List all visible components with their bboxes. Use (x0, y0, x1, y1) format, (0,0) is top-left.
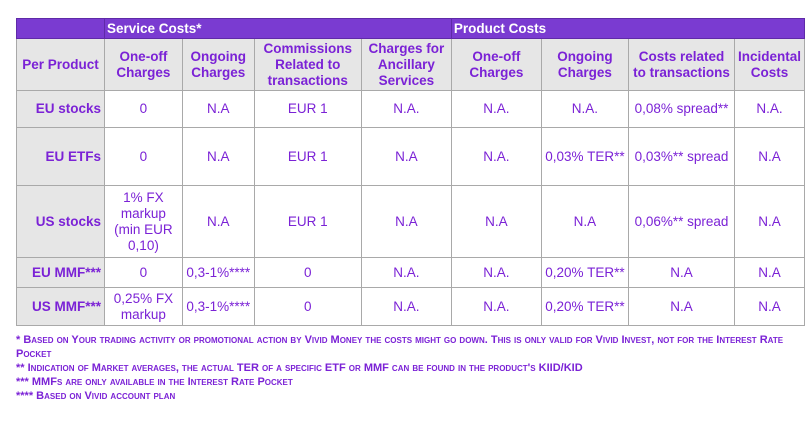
table-cell: 0,20% TER** (540, 257, 629, 288)
table-cell: N.A (734, 257, 805, 288)
table-cell: N.A (627, 257, 736, 288)
table-cell: 0 (104, 127, 183, 186)
table-cell: N.A (360, 127, 452, 186)
row-label: EU stocks (16, 90, 105, 128)
table-cell: 1% FX markup (min EUR 0,10) (104, 185, 183, 258)
table-cell: 0 (104, 257, 183, 288)
column-header: One-off Charges (104, 38, 183, 91)
table-cell: 0,03%** spread (627, 127, 736, 186)
table-cell: N.A (540, 185, 629, 258)
table-cell: 0,3-1%**** (181, 287, 255, 326)
group-header-row: Service Costs* Product Costs (16, 18, 806, 39)
table-cell: N.A (627, 287, 736, 326)
table-cell: N.A. (450, 287, 542, 326)
table-row: US stocks 1% FX markup (min EUR 0,10) N.… (16, 185, 805, 258)
table-cell: N.A (734, 127, 805, 186)
row-label: EU MMF*** (16, 257, 105, 288)
group-header-product: Product Costs (450, 18, 806, 39)
column-header: Commissions Related to transactions (253, 38, 362, 91)
footnote: *** MMFs are only available in the Inter… (16, 376, 293, 388)
column-header-row: Per Product One-off Charges Ongoing Char… (16, 38, 805, 91)
table-cell: 0 (253, 257, 362, 288)
table-cell: 0,06%** spread (627, 185, 736, 258)
table-cell: N.A (181, 185, 255, 258)
table-row: EU MMF*** 0 0,3-1%**** 0 N.A. N.A. 0,20%… (16, 257, 805, 288)
table-cell: N.A (734, 185, 805, 258)
column-header: Incidental Costs (734, 38, 805, 91)
column-header: Ongoing Charges (181, 38, 255, 91)
table-cell: N.A. (360, 287, 452, 326)
table-cell: EUR 1 (253, 127, 362, 186)
table-cell: 0 (253, 287, 362, 326)
table-cell: N.A (450, 185, 542, 258)
table-cell: 0,3-1%**** (181, 257, 255, 288)
table-cell: N.A. (450, 90, 542, 128)
table-cell: 0,20% TER** (540, 287, 629, 326)
table-cell: 0,25% FX markup (104, 287, 183, 326)
group-header-empty (16, 18, 105, 39)
table-cell: 0 (104, 90, 183, 128)
table-cell: N.A (360, 185, 452, 258)
row-label: US stocks (16, 185, 105, 258)
footnote: ** Indication of Market averages, the ac… (16, 362, 583, 374)
column-header: Charges for Ancillary Services (360, 38, 452, 91)
row-label: EU ETFs (16, 127, 105, 186)
table-cell: EUR 1 (253, 185, 362, 258)
table-cell: N.A. (734, 90, 805, 128)
table-row: EU stocks 0 N.A EUR 1 N.A. N.A. N.A. 0,0… (16, 90, 805, 128)
group-header-service: Service Costs* (104, 18, 452, 39)
column-header: Ongoing Charges (540, 38, 629, 91)
table-row: US MMF*** 0,25% FX markup 0,3-1%**** 0 N… (16, 287, 805, 326)
table-cell: N.A. (540, 90, 629, 128)
table-cell: N.A (181, 127, 255, 186)
table-cell: N.A. (360, 257, 452, 288)
footnotes: * Based on Your trading activity or prom… (16, 333, 806, 403)
table-cell: 0,08% spread** (627, 90, 736, 128)
footnote: **** Based on Vivid account plan (16, 390, 176, 402)
table-cell: N.A (181, 90, 255, 128)
table-cell: 0,03% TER** (540, 127, 629, 186)
column-header: One-off Charges (450, 38, 542, 91)
column-header: Costs related to transactions (627, 38, 736, 91)
costs-table: Service Costs* Product Costs Per Product… (16, 18, 806, 326)
table-row: EU ETFs 0 N.A EUR 1 N.A N.A. 0,03% TER**… (16, 127, 805, 186)
row-label: US MMF*** (16, 287, 105, 326)
table-cell: N.A (734, 287, 805, 326)
column-header: Per Product (16, 38, 105, 91)
footnote: * Based on Your trading activity or prom… (16, 334, 784, 360)
table-cell: N.A. (450, 257, 542, 288)
table-cell: EUR 1 (253, 90, 362, 128)
table-cell: N.A. (450, 127, 542, 186)
table-cell: N.A. (360, 90, 452, 128)
